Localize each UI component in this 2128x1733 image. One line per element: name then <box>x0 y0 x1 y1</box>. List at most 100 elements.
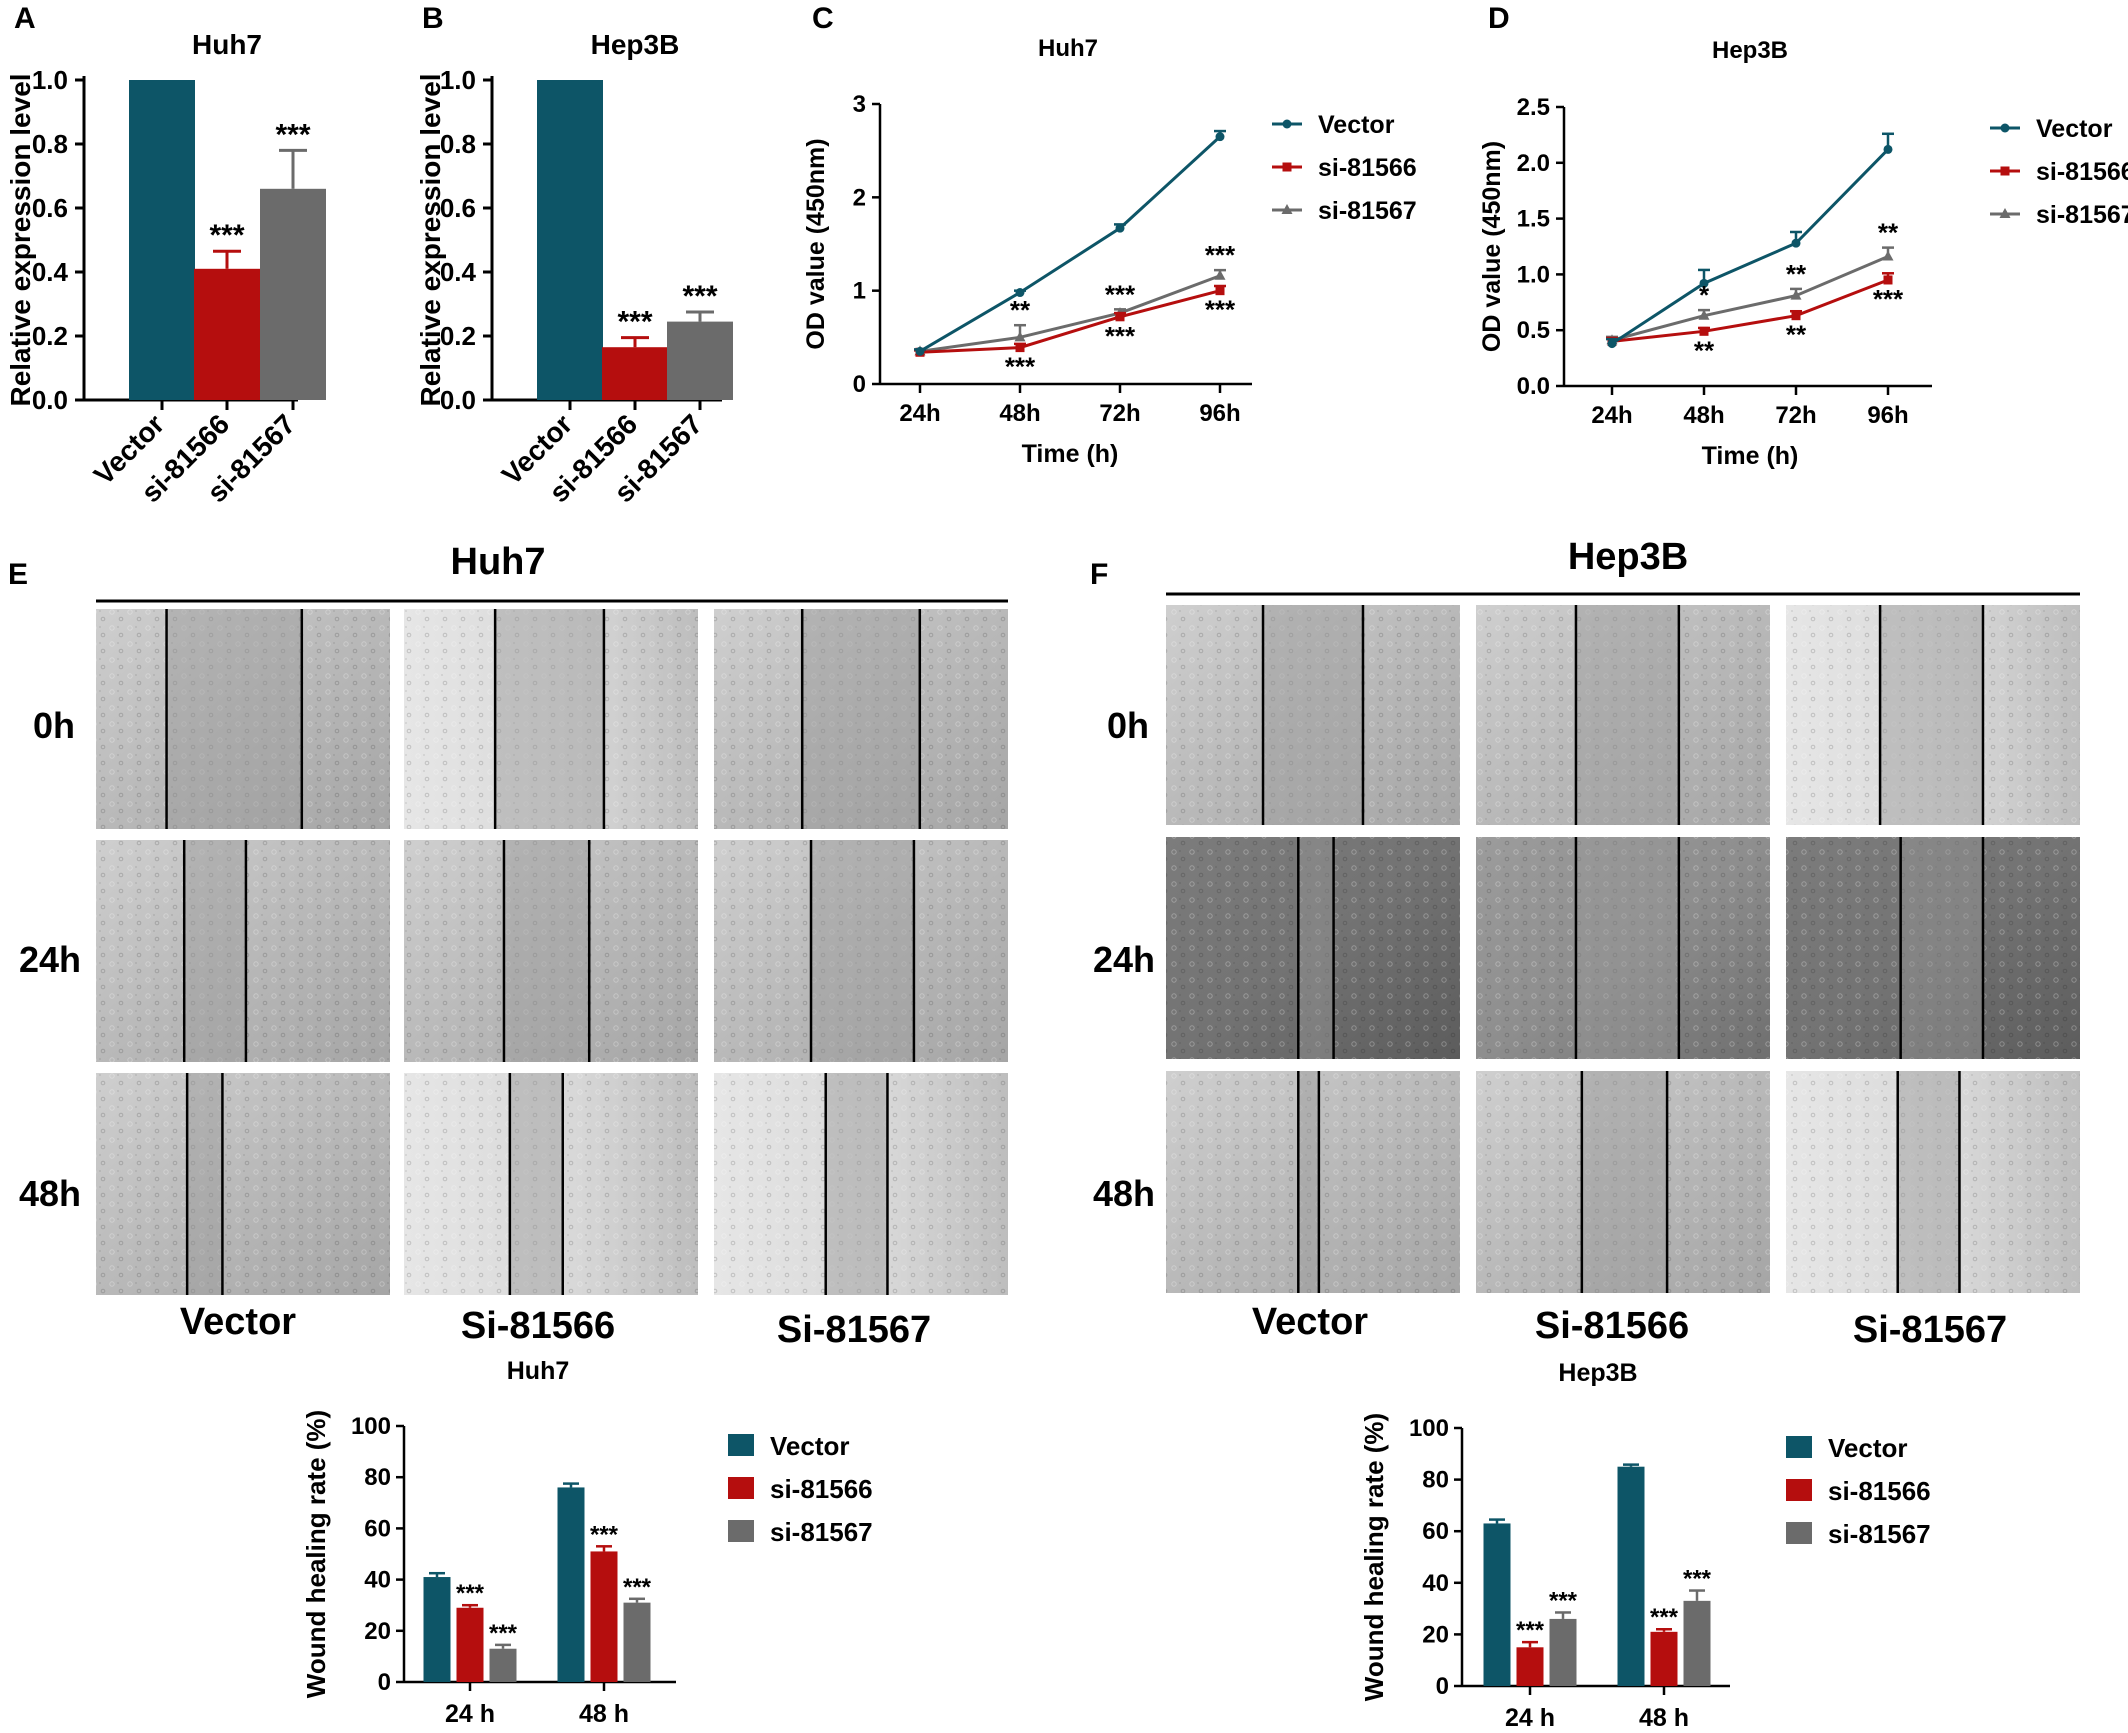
legend-marker <box>1282 162 1292 172</box>
bar-vector <box>423 1577 451 1682</box>
bar-si-81566 <box>1650 1631 1678 1686</box>
y-tick-label: 1.0 <box>32 65 68 95</box>
hep3b-wound-gap <box>1575 837 1679 1059</box>
column-label-si-81566-f: Si-81566 <box>1535 1305 1689 1347</box>
legend-label: Vector <box>1828 1433 1908 1463</box>
bar-vector <box>129 80 195 400</box>
significance-upper: *** <box>1205 240 1236 270</box>
data-point <box>1215 132 1225 142</box>
y-tick-label: 0.6 <box>32 193 68 223</box>
hep3b-tile-texture <box>1476 1071 1770 1293</box>
x-tick-label: 48h <box>999 400 1040 427</box>
significance-label: *** <box>209 219 244 252</box>
y-tick-label: 0 <box>853 371 866 398</box>
x-tick-label: 24 h <box>1505 1704 1555 1728</box>
hep3b-wound-gap <box>1575 605 1679 825</box>
bar-vector <box>1617 1466 1645 1686</box>
huh7-tile-texture <box>714 1073 1008 1295</box>
column-label-vector: Vector <box>180 1301 296 1343</box>
legend-swatch <box>728 1434 754 1456</box>
y-tick-label: 60 <box>364 1515 391 1542</box>
significance-lower: *** <box>1005 352 1036 382</box>
y-tick-label: 1.0 <box>1517 261 1550 288</box>
data-point <box>1215 286 1225 296</box>
chart-e-huh7-wound-healing: Huh7 0 20 40 60 80 100 Wound healing rate (%) 24… <box>301 1357 873 1728</box>
legend-label: si-81566 <box>1828 1476 1931 1506</box>
section-e-micrographs: Huh7 0h 24h 48h Vector Si-81566 Si-81567 <box>19 541 1008 1351</box>
x-tick-label: 72h <box>1775 402 1816 429</box>
section-f-micrographs: Hep3B 0h 24h 48h Vector Si-81566 Si-8156… <box>1093 536 2080 1351</box>
column-label-si-81567-f: Si-81567 <box>1853 1309 2007 1351</box>
significance-label: *** <box>617 306 652 339</box>
significance-upper: * <box>1699 280 1710 310</box>
hep3b-tile-texture <box>1166 1071 1460 1293</box>
data-point <box>1699 278 1709 288</box>
huh7-tile-texture <box>404 609 698 829</box>
significance-label: *** <box>1549 1587 1578 1614</box>
legend-label: si-81567 <box>2036 201 2128 229</box>
huh7-wound-gap <box>503 840 590 1062</box>
legend-label: si-81566 <box>2036 158 2128 186</box>
section-f-title: Hep3B <box>1568 536 1688 578</box>
x-tick-label: 96h <box>1199 400 1240 427</box>
data-point <box>1015 288 1025 298</box>
panel-label-f: F <box>1090 558 1108 591</box>
data-point <box>1014 331 1026 342</box>
y-tick-label: 80 <box>1422 1467 1449 1494</box>
bar-vector <box>557 1487 585 1682</box>
data-point <box>1883 275 1893 285</box>
panel-label-b: B <box>422 2 444 35</box>
legend-label: Vector <box>770 1431 850 1461</box>
significance-upper: ** <box>1878 218 1899 248</box>
row-label-0h: 0h <box>33 705 75 746</box>
x-tick-label: 96h <box>1867 402 1908 429</box>
series-line-vector <box>1611 148 1890 345</box>
hep3b-wound-gap <box>1298 1071 1319 1293</box>
y-tick-label: 0 <box>378 1669 391 1696</box>
legend-swatch <box>728 1477 754 1499</box>
data-point <box>1015 343 1025 353</box>
significance-label: *** <box>682 280 717 313</box>
y-tick-label: 0.4 <box>32 257 69 287</box>
y-axis-label: Wound healing rate (%) <box>1359 1413 1389 1701</box>
data-point <box>915 346 925 356</box>
significance-lower: *** <box>1873 284 1904 314</box>
y-tick-label: 0.8 <box>440 129 476 159</box>
huh7-tile-texture <box>714 609 1008 829</box>
row-label-0h-f: 0h <box>1107 705 1149 746</box>
legend-swatch <box>1786 1436 1812 1458</box>
legend-swatch <box>1786 1522 1812 1544</box>
y-tick-label: 20 <box>364 1618 391 1645</box>
significance-upper: ** <box>1010 295 1031 325</box>
y-tick-label: 0 <box>1436 1673 1449 1700</box>
significance-label: *** <box>590 1521 619 1548</box>
y-tick-label: 100 <box>1409 1415 1449 1442</box>
legend-label: si-81567 <box>1318 197 1417 225</box>
x-axis-label: Time (h) <box>1702 442 1799 470</box>
hep3b-wound-gap <box>1880 605 1983 825</box>
data-point <box>1214 269 1226 280</box>
y-axis-label: Relative expression level <box>415 73 446 406</box>
significance-lower: ** <box>1786 320 1807 350</box>
significance-lower: *** <box>1205 295 1236 325</box>
data-point <box>1115 312 1125 322</box>
hep3b-tile-texture <box>1166 837 1460 1059</box>
data-point <box>1882 250 1894 261</box>
y-tick-label: 0.8 <box>32 129 68 159</box>
y-axis-label: OD value (450nm) <box>802 138 830 349</box>
column-label-si-81567: Si-81567 <box>777 1309 931 1351</box>
series-line-si-81566 <box>919 289 1221 354</box>
bar-si-81567 <box>667 321 733 400</box>
bar-si-81566 <box>590 1551 618 1682</box>
x-tick-label: 24h <box>1591 402 1632 429</box>
x-tick-label: 48h <box>1683 402 1724 429</box>
huh7-tile-texture <box>96 840 390 1062</box>
data-point <box>1698 309 1710 320</box>
huh7-wound-gap <box>166 609 302 829</box>
legend-marker <box>1999 208 2011 218</box>
panel-label-a: A <box>14 2 36 35</box>
huh7-tile-texture <box>96 609 390 829</box>
y-tick-label: 1.5 <box>1517 206 1550 233</box>
chart-f-hep3b-wound-healing: Hep3B 0 20 40 60 80 100 Wound healing rate (%) 2… <box>1359 1359 1931 1732</box>
y-tick-label: 0.4 <box>440 257 477 287</box>
